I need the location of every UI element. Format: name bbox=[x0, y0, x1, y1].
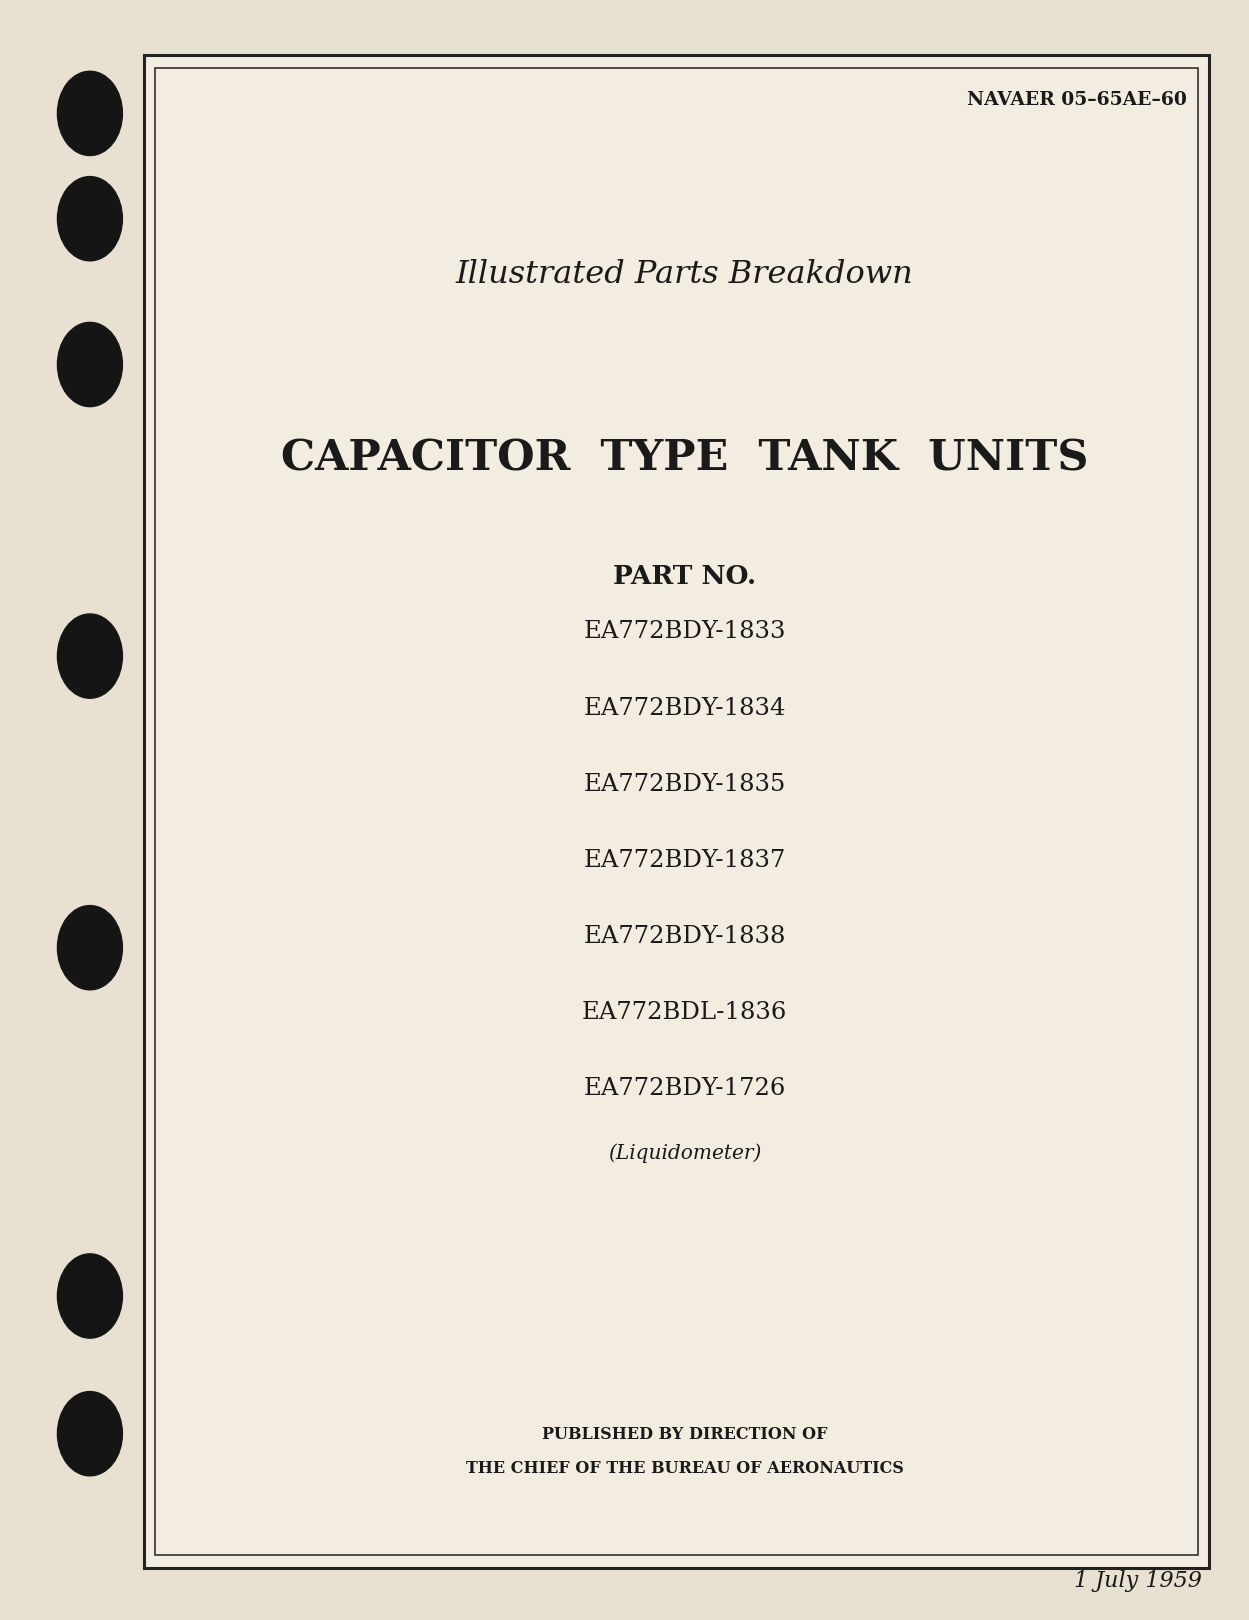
Text: THE CHIEF OF THE BUREAU OF AERONAUTICS: THE CHIEF OF THE BUREAU OF AERONAUTICS bbox=[466, 1460, 903, 1476]
Bar bbox=[155, 68, 1198, 1555]
Text: EA772BDY-1837: EA772BDY-1837 bbox=[583, 849, 786, 872]
Bar bbox=[144, 55, 1209, 1568]
Circle shape bbox=[57, 614, 122, 698]
Text: EA772BDY-1834: EA772BDY-1834 bbox=[583, 697, 786, 719]
Text: CAPACITOR  TYPE  TANK  UNITS: CAPACITOR TYPE TANK UNITS bbox=[281, 437, 1088, 480]
Text: EA772BDY-1833: EA772BDY-1833 bbox=[583, 620, 786, 643]
Text: NAVAER 05–65AE–60: NAVAER 05–65AE–60 bbox=[967, 91, 1187, 109]
Text: (Liquidometer): (Liquidometer) bbox=[608, 1144, 761, 1163]
Bar bbox=[144, 55, 1209, 1568]
Circle shape bbox=[57, 322, 122, 407]
Text: EA772BDY-1726: EA772BDY-1726 bbox=[583, 1077, 786, 1100]
Text: EA772BDL-1836: EA772BDL-1836 bbox=[582, 1001, 787, 1024]
Circle shape bbox=[57, 1254, 122, 1338]
Text: PUBLISHED BY DIRECTION OF: PUBLISHED BY DIRECTION OF bbox=[542, 1426, 827, 1442]
Text: EA772BDY-1835: EA772BDY-1835 bbox=[583, 773, 786, 795]
Circle shape bbox=[57, 1392, 122, 1476]
Text: Illustrated Parts Breakdown: Illustrated Parts Breakdown bbox=[456, 259, 913, 290]
Circle shape bbox=[57, 177, 122, 261]
Text: PART NO.: PART NO. bbox=[613, 564, 756, 588]
Text: EA772BDY-1838: EA772BDY-1838 bbox=[583, 925, 786, 948]
Text: 1 July 1959: 1 July 1959 bbox=[1074, 1570, 1202, 1592]
Circle shape bbox=[57, 71, 122, 156]
Circle shape bbox=[57, 906, 122, 990]
